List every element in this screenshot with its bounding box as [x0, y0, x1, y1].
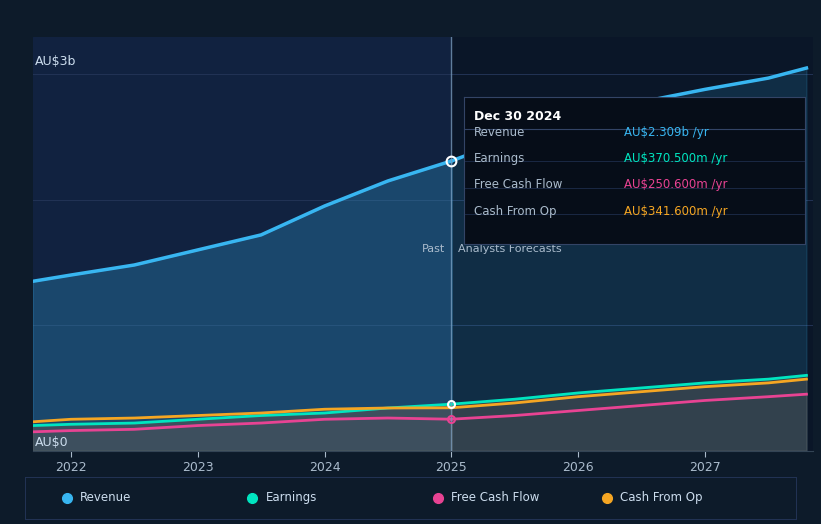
Text: AU$3b: AU$3b [35, 55, 76, 68]
Text: Past: Past [422, 244, 445, 254]
Text: AU$370.500m /yr: AU$370.500m /yr [624, 152, 727, 165]
Text: Dec 30 2024: Dec 30 2024 [474, 110, 562, 123]
Text: Free Cash Flow: Free Cash Flow [451, 492, 539, 504]
Text: Cash From Op: Cash From Op [621, 492, 703, 504]
Text: Earnings: Earnings [474, 152, 525, 165]
Text: Analysts Forecasts: Analysts Forecasts [457, 244, 562, 254]
Text: AU$0: AU$0 [35, 435, 69, 449]
Bar [452, 37, 813, 451]
Text: Free Cash Flow: Free Cash Flow [474, 179, 562, 191]
Text: AU$341.600m /yr: AU$341.600m /yr [624, 205, 727, 218]
Text: AU$250.600m /yr: AU$250.600m /yr [624, 179, 727, 191]
Text: AU$2.309b /yr: AU$2.309b /yr [624, 126, 709, 139]
Text: Cash From Op: Cash From Op [474, 205, 557, 218]
Text: Revenue: Revenue [474, 126, 525, 139]
Text: Revenue: Revenue [80, 492, 131, 504]
Bar [33, 37, 452, 451]
Text: Earnings: Earnings [265, 492, 317, 504]
